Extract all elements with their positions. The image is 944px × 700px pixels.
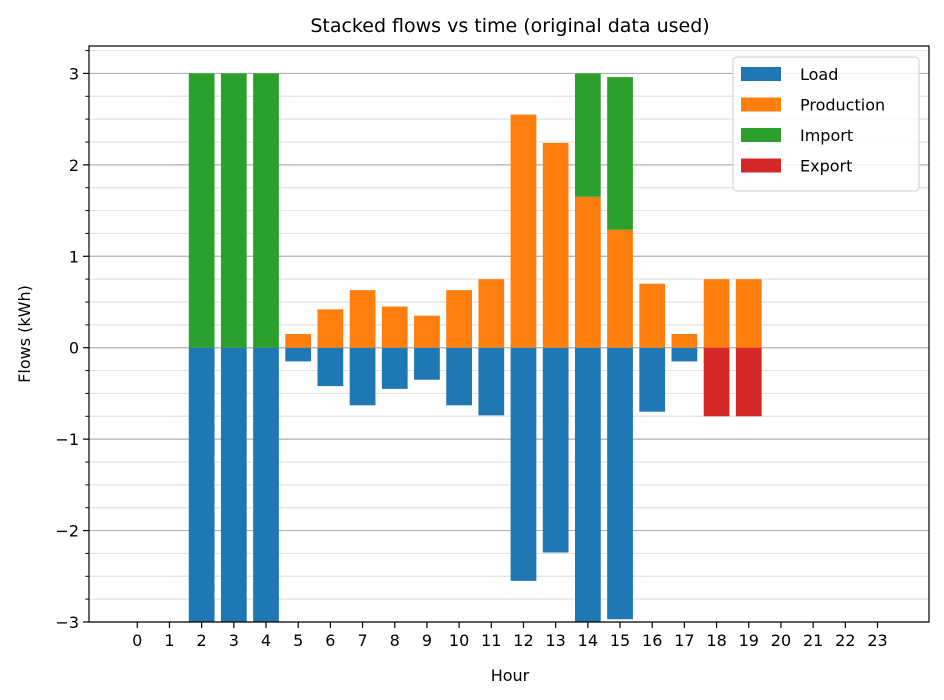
bars xyxy=(188,73,762,622)
bar-production-hour-6 xyxy=(317,309,344,348)
bar-production-hour-14 xyxy=(574,196,601,348)
bar-load-hour-8 xyxy=(381,347,408,389)
bar-production-hour-8 xyxy=(381,306,408,348)
bar-import-hour-14 xyxy=(574,73,601,197)
x-tick-label: 8 xyxy=(390,631,400,650)
bar-load-hour-13 xyxy=(542,347,569,553)
bar-load-hour-15 xyxy=(607,347,633,620)
x-tick-label: 14 xyxy=(578,631,598,650)
bar-production-hour-10 xyxy=(446,290,472,348)
x-tick-label: 10 xyxy=(449,631,469,650)
bar-import-hour-15 xyxy=(607,77,633,230)
bar-load-hour-4 xyxy=(253,347,279,622)
legend: Load Production Import Export xyxy=(732,56,920,192)
x-tick-label: 22 xyxy=(835,631,855,650)
y-axis-title: Flows (kWh) xyxy=(15,285,34,383)
x-tick-label: 3 xyxy=(229,631,239,650)
bar-import-hour-2 xyxy=(188,73,215,348)
bar-import-hour-3 xyxy=(220,73,247,348)
x-tick-label: 0 xyxy=(132,631,142,650)
y-tick-label: 2 xyxy=(69,156,79,175)
x-tick-label: 13 xyxy=(545,631,565,650)
bar-load-hour-17 xyxy=(671,347,698,362)
legend-swatch-import xyxy=(741,128,781,142)
bar-load-hour-3 xyxy=(220,347,247,622)
bar-load-hour-11 xyxy=(478,347,505,416)
x-tick-label: 2 xyxy=(197,631,207,650)
bar-production-hour-18 xyxy=(703,279,730,348)
x-axis-title: Hour xyxy=(491,666,530,685)
legend-box xyxy=(732,56,920,192)
legend-label-production: Production xyxy=(800,96,885,115)
x-tick-label: 9 xyxy=(422,631,432,650)
bar-production-hour-16 xyxy=(639,283,666,348)
y-tick-label: −3 xyxy=(55,613,79,632)
x-tick-label: 15 xyxy=(610,631,630,650)
x-tick-label: 16 xyxy=(642,631,662,650)
x-tick-label: 4 xyxy=(261,631,271,650)
bar-load-hour-7 xyxy=(349,347,376,406)
legend-swatch-load xyxy=(741,67,781,81)
y-tick-label: −1 xyxy=(55,430,79,449)
bar-production-hour-5 xyxy=(285,334,312,348)
bar-load-hour-2 xyxy=(188,347,215,622)
y-tick-label: −2 xyxy=(55,522,79,541)
bar-load-hour-10 xyxy=(446,347,472,406)
x-tick-label: 12 xyxy=(513,631,533,650)
bar-load-hour-12 xyxy=(510,347,537,581)
legend-label-export: Export xyxy=(800,157,852,176)
x-tick-label: 18 xyxy=(706,631,726,650)
bar-export-hour-18 xyxy=(703,347,730,417)
bar-production-hour-9 xyxy=(414,315,440,348)
bar-production-hour-17 xyxy=(671,334,698,348)
x-tick-label: 23 xyxy=(867,631,887,650)
bar-export-hour-19 xyxy=(735,347,762,417)
legend-label-load: Load xyxy=(800,65,838,84)
bar-load-hour-14 xyxy=(574,347,601,622)
x-tick-label: 21 xyxy=(803,631,823,650)
bar-production-hour-19 xyxy=(735,279,762,348)
x-tick-label: 5 xyxy=(293,631,303,650)
x-tick-label: 19 xyxy=(739,631,759,650)
x-tick-label: 1 xyxy=(164,631,174,650)
x-tick-label: 20 xyxy=(771,631,791,650)
bar-load-hour-16 xyxy=(639,347,666,412)
bar-production-hour-13 xyxy=(542,142,569,348)
x-tick-label: 11 xyxy=(481,631,501,650)
x-tick-label: 6 xyxy=(325,631,335,650)
legend-swatch-production xyxy=(741,97,781,112)
bar-load-hour-9 xyxy=(414,347,440,380)
bar-load-hour-5 xyxy=(285,347,312,362)
bar-production-hour-12 xyxy=(510,114,537,348)
bar-import-hour-4 xyxy=(253,73,279,348)
x-tick-label: 17 xyxy=(674,631,694,650)
plot-frame xyxy=(88,45,930,623)
legend-swatch-export xyxy=(741,158,781,173)
chart-title: Stacked flows vs time (original data use… xyxy=(310,15,709,37)
bar-production-hour-15 xyxy=(607,229,633,348)
bar-production-hour-11 xyxy=(478,279,505,348)
bar-production-hour-7 xyxy=(349,290,376,348)
bar-load-hour-6 xyxy=(317,347,344,387)
x-tick-label: 7 xyxy=(357,631,367,650)
y-tick-label: 0 xyxy=(69,339,79,358)
y-tick-label: 3 xyxy=(69,64,79,83)
y-tick-label: 1 xyxy=(69,247,79,266)
legend-label-import: Import xyxy=(800,126,853,145)
